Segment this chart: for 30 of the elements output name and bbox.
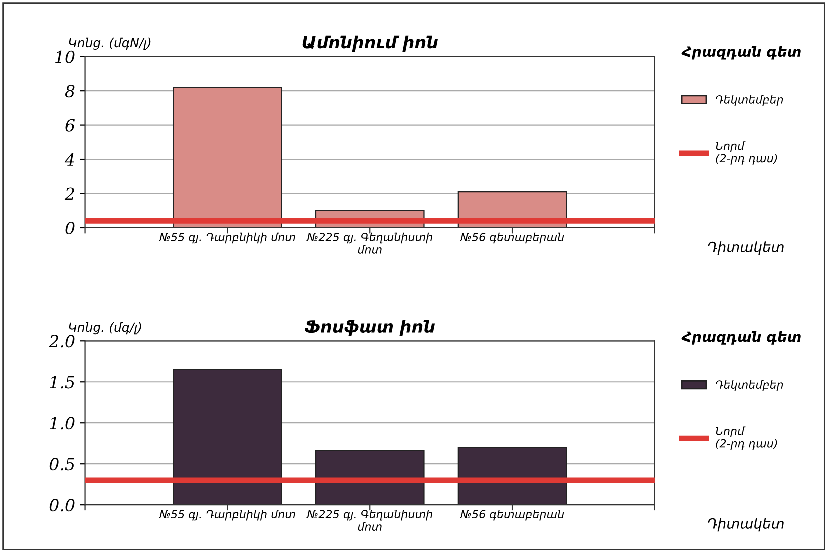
y-tick-label: 0.0 <box>50 499 75 512</box>
x-tick-label: №225 գյ. Գեղանիստի մոտ <box>306 232 432 254</box>
legend-label: Նորմ (2-րդ դաս) <box>716 426 778 450</box>
y-tick-label: 2.0 <box>48 335 75 348</box>
x-tick-label: №55 գյ. Դարբնիկի մոտ <box>158 232 296 244</box>
x-tick-label: №225 գյ. Գեղանիստի մոտ <box>306 510 432 531</box>
legend-label: Դեկտեմբեր <box>716 95 784 106</box>
y-axis-title: Կոնց. (մգN/լ) <box>69 38 151 50</box>
legend-label: Դեկտեմբեր <box>716 380 784 392</box>
x-axis-title: Դիտակետ <box>708 242 784 256</box>
y-tick-label: 0.5 <box>50 458 75 471</box>
y-tick-label: 10 <box>56 50 75 64</box>
y-tick-label: 1.0 <box>50 417 75 430</box>
legend-title: Հրազդան գետ <box>682 46 801 60</box>
chart-title: Ամոնիում իոն <box>302 36 438 52</box>
y-tick-label: 8 <box>65 85 75 98</box>
y-tick-label: 4 <box>64 153 74 166</box>
legend-title: Հրազդան գետ <box>682 331 801 345</box>
x-tick-label: №56 գետաբերան <box>460 232 564 244</box>
y-axis-title: Կոնց. (մգ/լ) <box>69 322 142 335</box>
y-tick-label: 1.5 <box>50 376 75 389</box>
y-tick-label: 2 <box>64 188 74 200</box>
x-tick-label: №56 գետաբերան <box>460 510 564 521</box>
x-tick-label: №55 գյ. Դարբնիկի մոտ <box>158 510 296 521</box>
bar <box>173 87 282 228</box>
y-tick-label: 0 <box>66 222 75 235</box>
y-tick-label: 6 <box>66 119 76 132</box>
legend-label: Նորմ (2-րդ դաս) <box>716 142 778 165</box>
x-axis-title: Դիտակետ <box>708 518 784 532</box>
chart-title: Ֆոսֆատ իոն <box>305 320 436 336</box>
